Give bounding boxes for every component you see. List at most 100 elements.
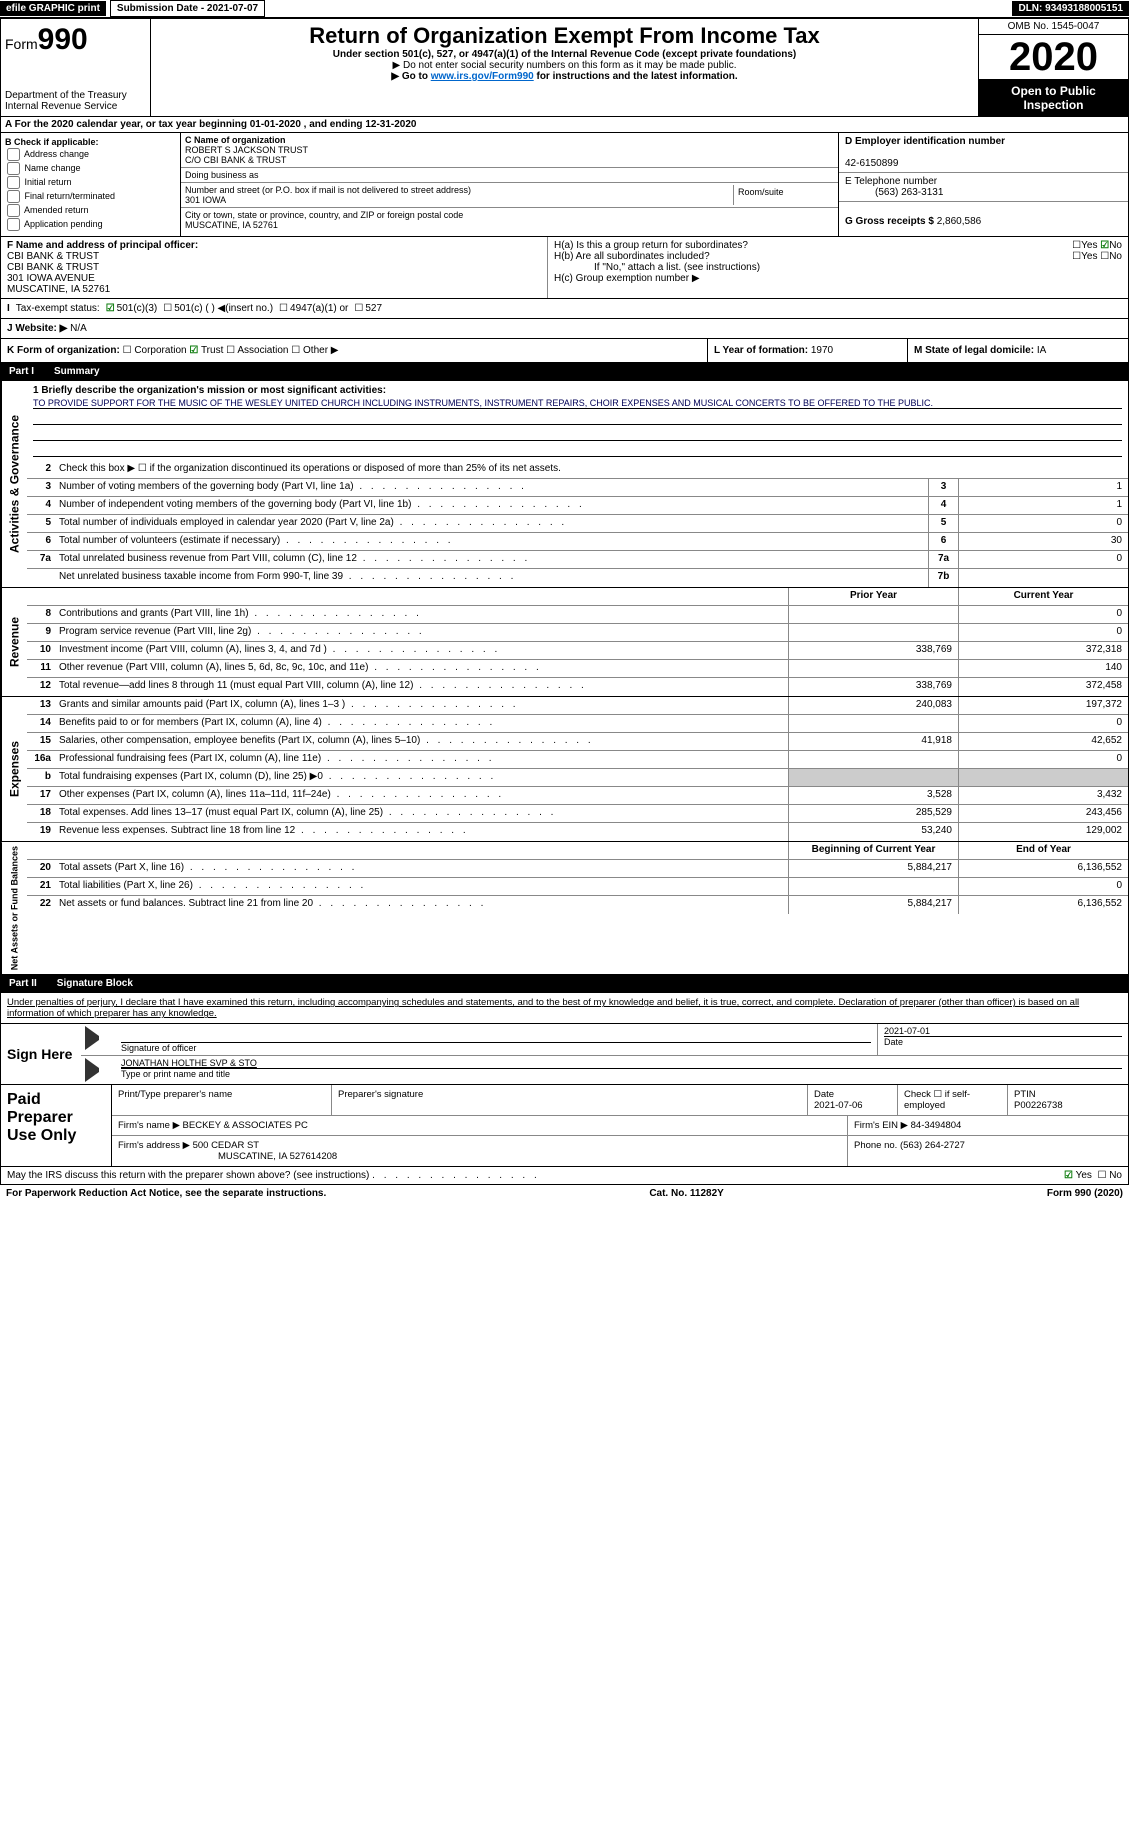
chk-501c3[interactable]: ☑ 501(c)(3) [106, 303, 158, 314]
form-number: Form990 [5, 23, 146, 57]
mission-text: TO PROVIDE SUPPORT FOR THE MUSIC OF THE … [33, 398, 1122, 409]
table-row: 8Contributions and grants (Part VIII, li… [27, 606, 1128, 624]
officer-name-label: Type or print name and title [121, 1068, 1122, 1079]
vlabel-expenses: Expenses [1, 697, 27, 841]
table-row: 15Salaries, other compensation, employee… [27, 733, 1128, 751]
org-name-2: C/O CBI BANK & TRUST [185, 155, 286, 165]
chk-corp[interactable]: ☐ Corporation [123, 345, 187, 356]
col-b-checkboxes: B Check if applicable: Address change Na… [1, 133, 181, 236]
c-label: C Name of organization [185, 135, 286, 145]
irs-link[interactable]: www.irs.gov/Form990 [431, 71, 534, 82]
note-ssn: ▶ Do not enter social security numbers o… [155, 60, 974, 71]
open-inspection: Open to Public Inspection [979, 80, 1128, 116]
table-row: bTotal fundraising expenses (Part IX, co… [27, 769, 1128, 787]
dln-tag: DLN: 93493188005151 [1012, 1, 1129, 16]
officer-name: JONATHAN HOLTHE SVP & STO [121, 1058, 1122, 1068]
h-c: H(c) Group exemption number ▶ [554, 273, 1122, 284]
chk-501c[interactable]: ☐ 501(c) ( ) ◀(insert no.) [163, 303, 273, 314]
col-begin-year: Beginning of Current Year [788, 842, 958, 859]
firm-name-label: Firm's name ▶ [118, 1120, 180, 1131]
h-note: If "No," attach a list. (see instruction… [554, 262, 1122, 273]
k-label: K Form of organization: [7, 345, 120, 356]
table-row: 7aTotal unrelated business revenue from … [27, 551, 1128, 569]
firm-addr-label: Firm's address ▶ [118, 1140, 190, 1151]
table-row: 20Total assets (Part X, line 16)5,884,21… [27, 860, 1128, 878]
sign-here-label: Sign Here [1, 1024, 81, 1084]
b-label: B Check if applicable: [5, 137, 99, 147]
col-deg: D Employer identification number 42-6150… [838, 133, 1128, 236]
chk-other[interactable]: ☐ Other ▶ [291, 345, 338, 356]
website-value: N/A [70, 323, 87, 334]
h-b-yesno[interactable]: ☐Yes ☐No [1072, 251, 1122, 262]
table-row: 18Total expenses. Add lines 13–17 (must … [27, 805, 1128, 823]
footer-bar: For Paperwork Reduction Act Notice, see … [0, 1185, 1129, 1202]
city-value: MUSCATINE, IA 52761 [185, 220, 278, 230]
mission-block: 1 Briefly describe the organization's mi… [27, 381, 1128, 461]
submission-date: Submission Date - 2021-07-07 [110, 0, 265, 17]
table-row: 14Benefits paid to or for members (Part … [27, 715, 1128, 733]
col-c-org: C Name of organization ROBERT S JACKSON … [181, 133, 838, 236]
chk-amended[interactable]: Amended return [5, 204, 176, 217]
l-year: L Year of formation: 1970 [708, 339, 908, 362]
discuss-question: May the IRS discuss this return with the… [7, 1170, 369, 1181]
self-employed-chk[interactable]: Check ☐ if self-employed [898, 1085, 1008, 1115]
g-label: G Gross receipts $ [845, 216, 934, 227]
row-a-period: A For the 2020 calendar year, or tax yea… [0, 117, 1129, 133]
form-990: 990 [38, 23, 88, 56]
ein-value: 42-6150899 [845, 158, 898, 169]
table-row: 12Total revenue—add lines 8 through 11 (… [27, 678, 1128, 696]
gross-receipts: 2,860,586 [937, 216, 982, 227]
chk-527[interactable]: ☐ 527 [354, 303, 382, 314]
revenue-block: Revenue Prior Year Current Year 8Contrib… [0, 588, 1129, 697]
table-row: 19Revenue less expenses. Subtract line 1… [27, 823, 1128, 841]
sig-officer-label: Signature of officer [121, 1042, 871, 1053]
table-row: Net unrelated business taxable income fr… [27, 569, 1128, 587]
firm-ein: 84-3494804 [911, 1120, 962, 1131]
col-h-group: H(a) Is this a group return for subordin… [548, 237, 1128, 298]
k-form-org: K Form of organization: ☐ Corporation ☑ … [1, 339, 708, 362]
chk-final-return[interactable]: Final return/terminated [5, 190, 176, 203]
prep-date-value: 2021-07-06 [814, 1100, 863, 1111]
h-a-yesno[interactable]: ☐Yes ☑No [1072, 240, 1122, 251]
firm-phone: (563) 264-2727 [900, 1140, 965, 1151]
tax-year: 2020 [979, 35, 1128, 80]
form-title: Return of Organization Exempt From Incom… [155, 23, 974, 49]
e-label: E Telephone number [845, 176, 937, 187]
paid-preparer-label: Paid Preparer Use Only [1, 1085, 111, 1166]
ptin-label: PTIN [1014, 1089, 1036, 1100]
chk-assoc[interactable]: ☐ Association [226, 345, 288, 356]
cat-no: Cat. No. 11282Y [649, 1188, 723, 1199]
discuss-yesno[interactable]: ☑ Yes ☐ No [1064, 1170, 1122, 1181]
chk-application-pending[interactable]: Application pending [5, 218, 176, 231]
chk-address-change[interactable]: Address change [5, 148, 176, 161]
col-f-officer: F Name and address of principal officer:… [1, 237, 548, 298]
chk-initial-return[interactable]: Initial return [5, 176, 176, 189]
table-row: 10Investment income (Part VIII, column (… [27, 642, 1128, 660]
q2-text: Check this box ▶ ☐ if the organization d… [55, 461, 1128, 478]
table-row: 9Program service revenue (Part VIII, lin… [27, 624, 1128, 642]
netassets-block: Net Assets or Fund Balances Beginning of… [0, 842, 1129, 975]
part-1-title: Part I [9, 366, 34, 377]
table-row: 17Other expenses (Part IX, column (A), l… [27, 787, 1128, 805]
chk-name-change[interactable]: Name change [5, 162, 176, 175]
ptin-value: P00226738 [1014, 1100, 1063, 1111]
vlabel-revenue: Revenue [1, 588, 27, 696]
note-link: ▶ Go to www.irs.gov/Form990 for instruct… [155, 71, 974, 82]
dba-label: Doing business as [185, 170, 259, 180]
arrow-icon [85, 1058, 111, 1082]
firm-addr1: 500 CEDAR ST [193, 1140, 260, 1151]
org-name-1: ROBERT S JACKSON TRUST [185, 145, 308, 155]
col-prior-year: Prior Year [788, 588, 958, 605]
table-row: 5Total number of individuals employed in… [27, 515, 1128, 533]
phone-value: (563) 263-3131 [845, 187, 943, 198]
part-1-name: Summary [54, 366, 100, 377]
paid-preparer-block: Paid Preparer Use Only Print/Type prepar… [1, 1084, 1128, 1166]
top-bar: efile GRAPHIC print Submission Date - 20… [0, 0, 1129, 18]
firm-phone-label: Phone no. [854, 1140, 897, 1151]
firm-name: BECKEY & ASSOCIATES PC [183, 1120, 308, 1131]
table-row: 11Other revenue (Part VIII, column (A), … [27, 660, 1128, 678]
chk-4947[interactable]: ☐ 4947(a)(1) or [279, 303, 348, 314]
dept-label: Department of the Treasury [5, 90, 146, 101]
firm-ein-label: Firm's EIN ▶ [854, 1120, 908, 1131]
chk-trust[interactable]: ☑ Trust [189, 345, 223, 356]
